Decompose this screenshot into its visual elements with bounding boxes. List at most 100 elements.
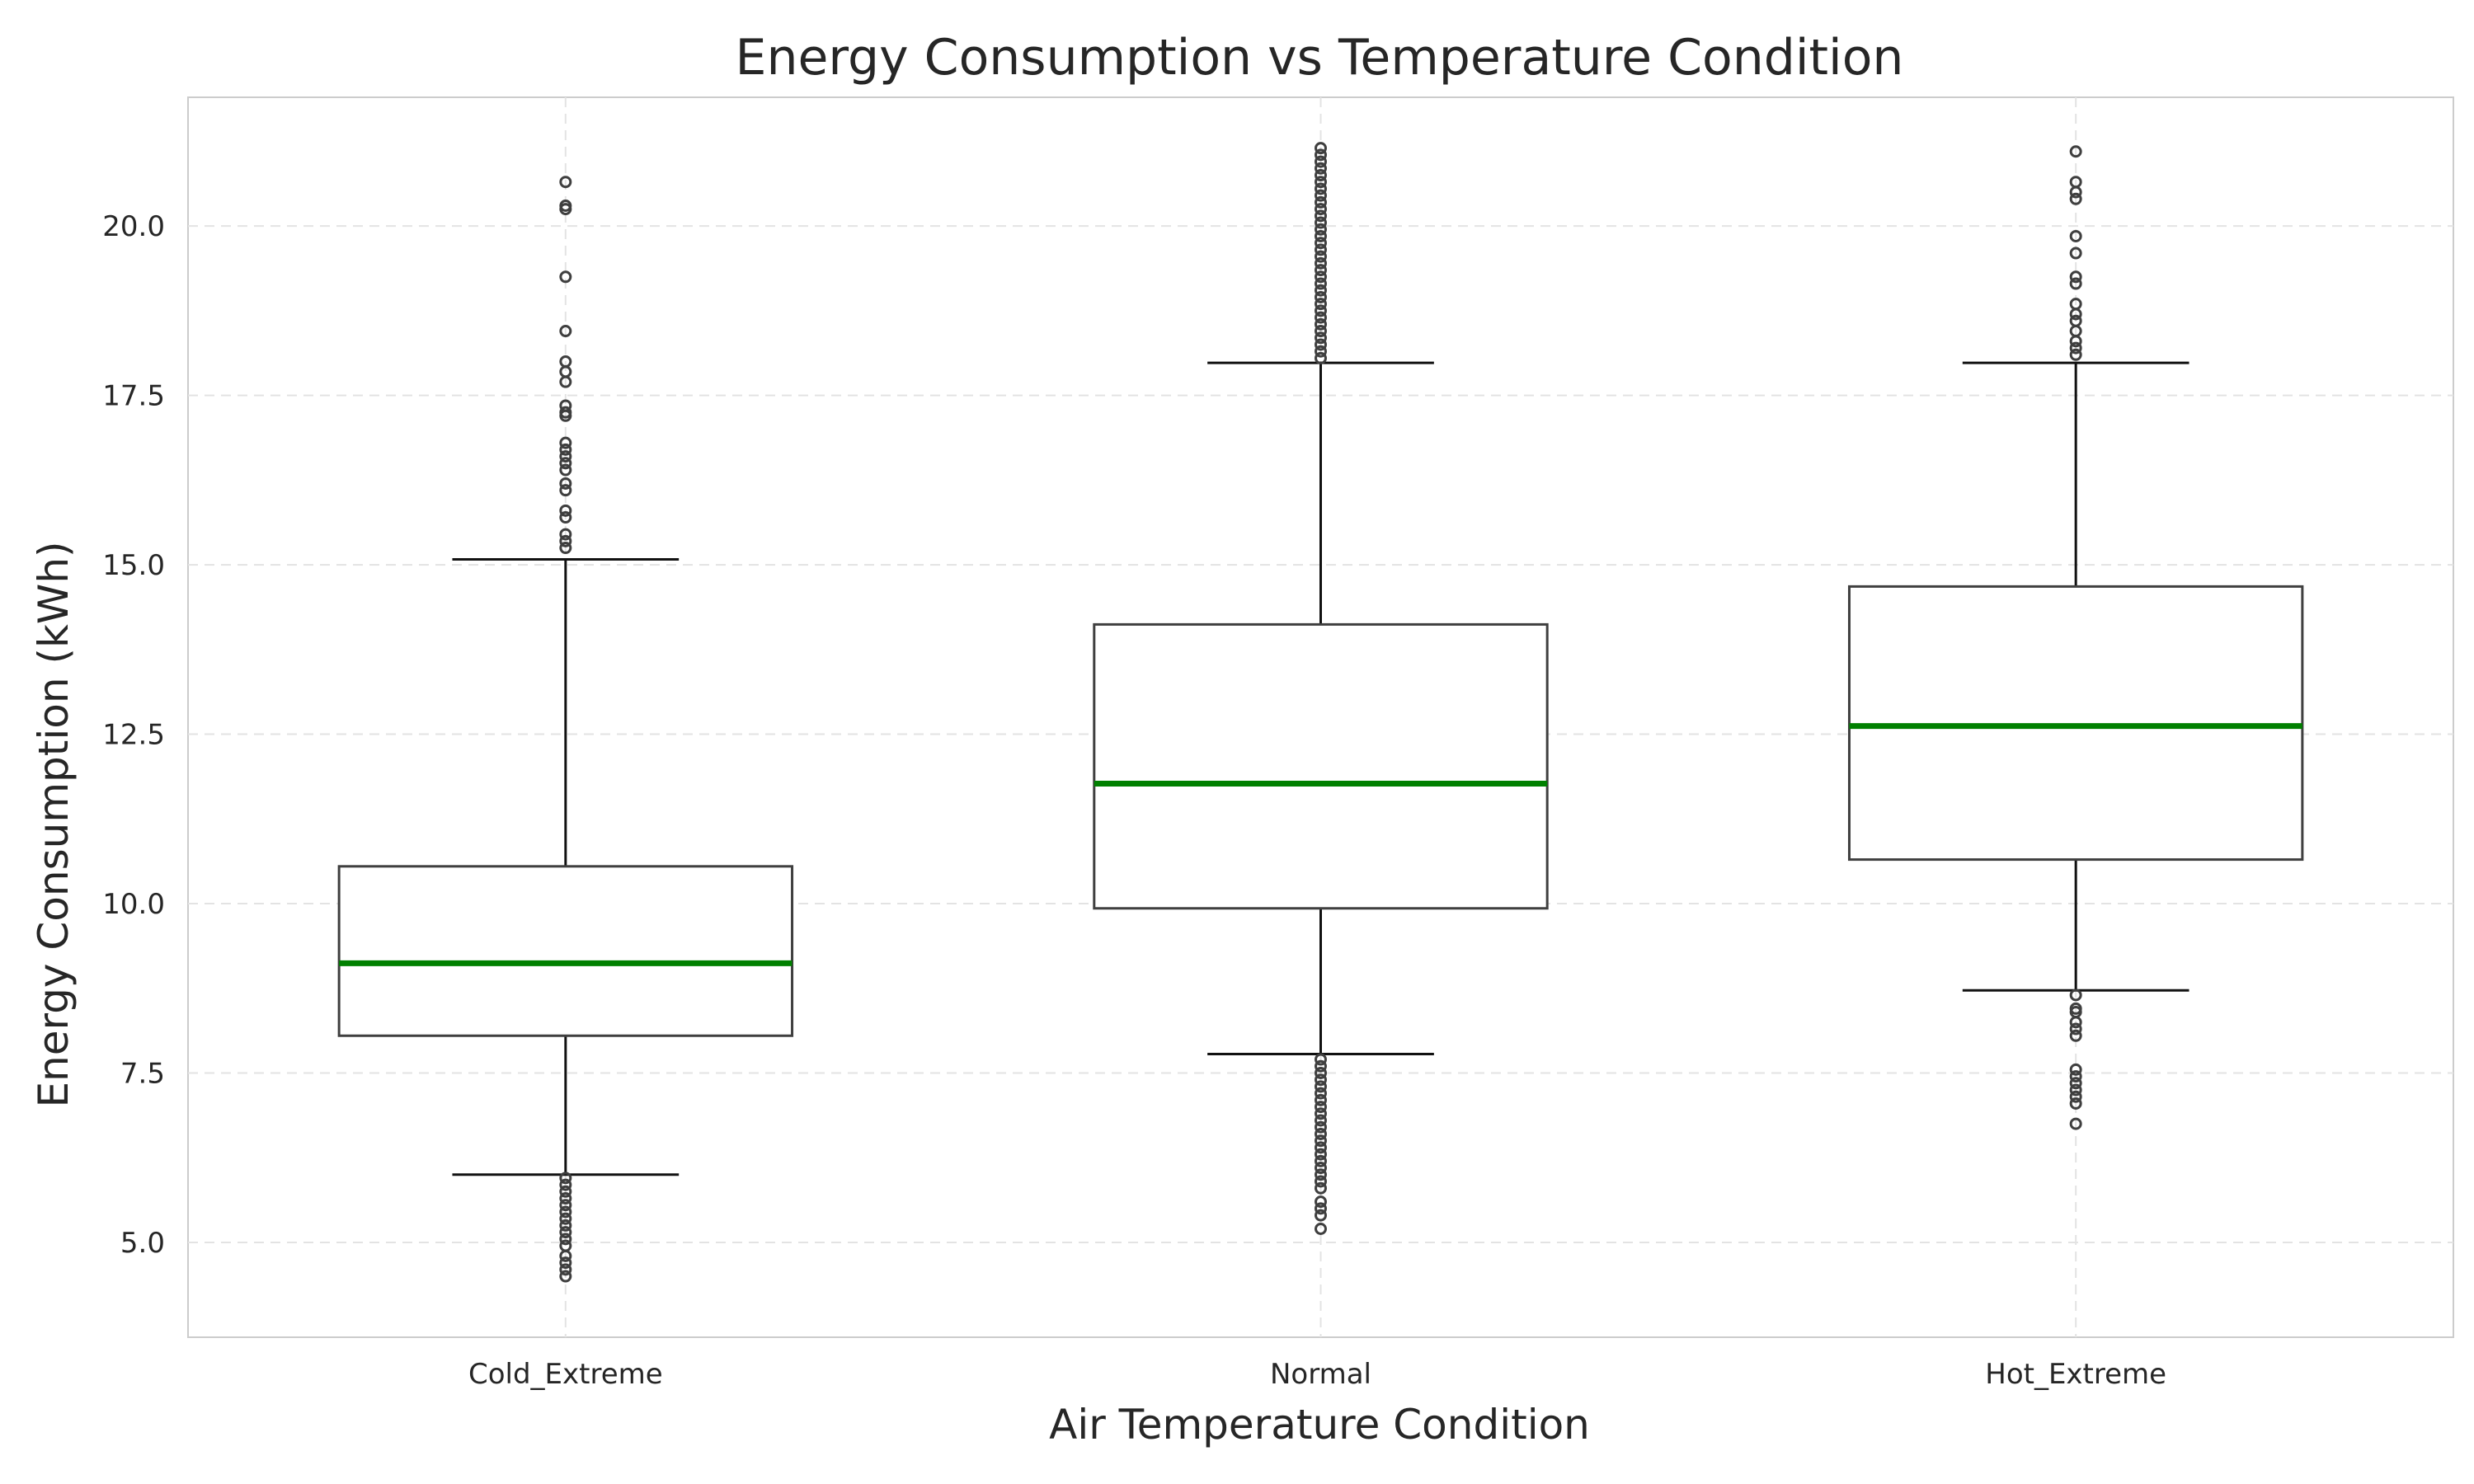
outlier-point bbox=[1315, 182, 1327, 195]
outlier-point bbox=[1315, 1093, 1327, 1106]
outlier-point bbox=[1315, 162, 1327, 175]
outlier-point bbox=[1315, 1154, 1327, 1167]
outlier-point bbox=[1315, 1101, 1327, 1114]
outlier-point bbox=[2069, 341, 2082, 355]
outlier-point bbox=[2069, 1016, 2082, 1029]
outlier-point bbox=[1315, 1181, 1327, 1195]
y-tick-label: 12.5 bbox=[102, 719, 165, 752]
outlier-point bbox=[1315, 229, 1327, 242]
outlier-point bbox=[559, 484, 572, 497]
outlier-point bbox=[559, 325, 572, 338]
outlier-point bbox=[1315, 1107, 1327, 1120]
y-tick-label: 10.0 bbox=[102, 888, 165, 921]
outlier-point bbox=[1315, 351, 1327, 364]
outlier-point bbox=[2069, 348, 2082, 361]
outlier-point bbox=[1315, 331, 1327, 345]
box-iqr bbox=[1093, 622, 1549, 910]
outlier-point bbox=[1315, 311, 1327, 324]
outlier-point bbox=[1315, 189, 1327, 202]
outlier-point bbox=[2069, 277, 2082, 290]
outlier-point bbox=[1315, 169, 1327, 182]
outlier-point bbox=[1315, 264, 1327, 277]
outlier-point bbox=[559, 176, 572, 189]
outlier-point bbox=[559, 1249, 572, 1262]
y-tick-label: 20.0 bbox=[102, 210, 165, 243]
outlier-point bbox=[1315, 1202, 1327, 1215]
outlier-point bbox=[2069, 270, 2082, 284]
outlier-point bbox=[1315, 1127, 1327, 1140]
outlier-point bbox=[1315, 284, 1327, 297]
outlier-point bbox=[559, 542, 572, 555]
outlier-point bbox=[1315, 1209, 1327, 1222]
outlier-point bbox=[1315, 223, 1327, 236]
outlier-point bbox=[559, 1263, 572, 1276]
chart-title: Energy Consumption vs Temperature Condit… bbox=[736, 29, 1904, 87]
outlier-point bbox=[1315, 250, 1327, 263]
outlier-point bbox=[2069, 1117, 2082, 1130]
outlier-point bbox=[1315, 148, 1327, 162]
outlier-point bbox=[2069, 1022, 2082, 1036]
outlier-point bbox=[559, 450, 572, 463]
outlier-point bbox=[559, 511, 572, 524]
outlier-point bbox=[2069, 1063, 2082, 1076]
outlier-point bbox=[559, 375, 572, 388]
outlier-point bbox=[559, 1178, 572, 1191]
outlier-point bbox=[1315, 176, 1327, 189]
outlier-point bbox=[2069, 989, 2082, 1002]
outlier-point bbox=[2069, 1090, 2082, 1103]
outlier-point bbox=[1315, 1175, 1327, 1188]
outlier-point bbox=[1315, 203, 1327, 216]
outlier-point bbox=[1315, 1114, 1327, 1127]
outlier-point bbox=[1315, 338, 1327, 351]
outlier-point bbox=[2069, 335, 2082, 348]
outlier-point bbox=[2069, 145, 2082, 158]
outlier-point bbox=[559, 1172, 572, 1185]
outlier-point bbox=[559, 1192, 572, 1205]
outlier-point bbox=[559, 1226, 572, 1239]
x-tick-label: Hot_Extreme bbox=[1985, 1358, 2166, 1391]
outlier-point bbox=[1315, 1053, 1327, 1066]
outlier-point bbox=[2069, 1029, 2082, 1042]
y-axis-label: Energy Consumption (kWh) bbox=[30, 541, 78, 1107]
x-tick-label: Cold_Extreme bbox=[468, 1358, 663, 1391]
outlier-point bbox=[559, 1233, 572, 1246]
outlier-point bbox=[1315, 270, 1327, 284]
outlier-point bbox=[1315, 1073, 1327, 1087]
outlier-point bbox=[559, 528, 572, 541]
outlier-point bbox=[559, 270, 572, 284]
outlier-point bbox=[1315, 1087, 1327, 1100]
outlier-point bbox=[559, 409, 572, 422]
y-tick-label: 5.0 bbox=[120, 1227, 165, 1260]
outlier-point bbox=[1315, 1120, 1327, 1134]
outlier-point bbox=[559, 1212, 572, 1225]
outlier-point bbox=[1315, 298, 1327, 311]
x-axis-label: Air Temperature Condition bbox=[1049, 1401, 1590, 1449]
outlier-point bbox=[1315, 237, 1327, 250]
outlier-point bbox=[1315, 1162, 1327, 1175]
outlier-point bbox=[1315, 1066, 1327, 1079]
outlier-point bbox=[1315, 216, 1327, 229]
outlier-point bbox=[2069, 247, 2082, 260]
outlier-point bbox=[1315, 195, 1327, 209]
outlier-point bbox=[559, 477, 572, 490]
outlier-point bbox=[1315, 290, 1327, 303]
outlier-point bbox=[1315, 325, 1327, 338]
outlier-point bbox=[1315, 317, 1327, 331]
outlier-point bbox=[2069, 1097, 2082, 1110]
outlier-point bbox=[1315, 304, 1327, 317]
outlier-point bbox=[2069, 308, 2082, 321]
outlier-point bbox=[1315, 155, 1327, 168]
outlier-point bbox=[1315, 1223, 1327, 1236]
outlier-point bbox=[559, 1205, 572, 1219]
x-tick-label: Normal bbox=[1270, 1358, 1371, 1391]
outlier-point bbox=[2069, 186, 2082, 199]
outlier-point bbox=[1315, 243, 1327, 256]
y-tick-label: 15.0 bbox=[102, 549, 165, 582]
outlier-point bbox=[559, 457, 572, 470]
outlier-point bbox=[559, 1270, 572, 1283]
outlier-point bbox=[2069, 1070, 2082, 1083]
outlier-point bbox=[1315, 1168, 1327, 1181]
outlier-point bbox=[1315, 256, 1327, 270]
outlier-point bbox=[559, 436, 572, 449]
